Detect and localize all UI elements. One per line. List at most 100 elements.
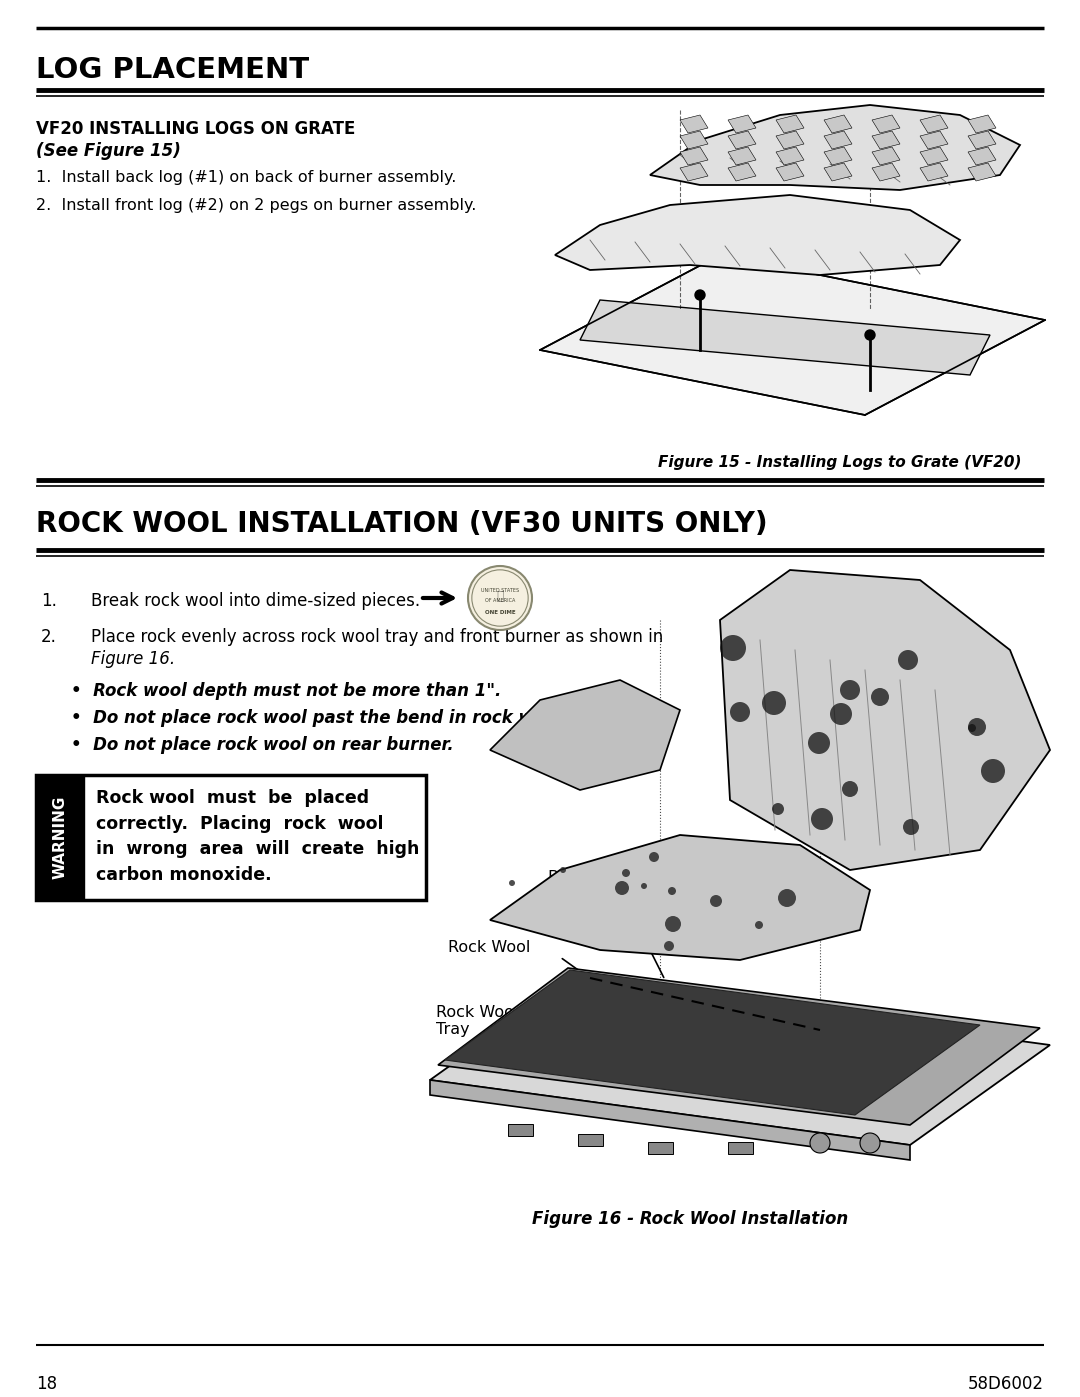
Text: Figure 16.: Figure 16.	[91, 650, 175, 668]
Text: VF20 INSTALLING LOGS ON GRATE: VF20 INSTALLING LOGS ON GRATE	[36, 120, 355, 138]
Text: 🦅: 🦅	[496, 591, 503, 604]
Text: Rock Wool: Rock Wool	[448, 940, 530, 956]
Polygon shape	[720, 570, 1050, 870]
Text: Place rock evenly across rock wool tray and front burner as shown in: Place rock evenly across rock wool tray …	[91, 629, 663, 645]
Polygon shape	[728, 131, 756, 149]
Text: 1.: 1.	[41, 592, 57, 610]
Polygon shape	[872, 131, 900, 149]
Polygon shape	[580, 300, 990, 374]
Polygon shape	[872, 115, 900, 133]
Bar	[578, 1134, 603, 1146]
Polygon shape	[680, 163, 708, 182]
Circle shape	[670, 890, 684, 904]
Circle shape	[583, 854, 589, 861]
Text: ROCK WOOL INSTALLATION (VF30 UNITS ONLY): ROCK WOOL INSTALLATION (VF30 UNITS ONLY)	[36, 510, 768, 538]
Text: Rock Wood
Tray: Rock Wood Tray	[436, 1004, 524, 1038]
Bar	[36, 775, 84, 900]
Text: OF AMERICA: OF AMERICA	[485, 598, 515, 602]
Text: Bend in Rock
Wool Tray: Bend in Rock Wool Tray	[548, 870, 652, 902]
Bar	[36, 775, 426, 900]
Polygon shape	[824, 115, 852, 133]
Text: Break rock wool into dime-sized pieces.: Break rock wool into dime-sized pieces.	[91, 592, 420, 610]
Polygon shape	[728, 147, 756, 165]
Circle shape	[968, 718, 986, 736]
Bar	[648, 1141, 673, 1154]
Text: (See Figure 15): (See Figure 15)	[36, 142, 180, 161]
Polygon shape	[540, 256, 1045, 415]
Polygon shape	[920, 115, 948, 133]
Circle shape	[870, 687, 889, 705]
Polygon shape	[445, 970, 980, 1115]
Text: Figure 16 - Rock Wool Installation: Figure 16 - Rock Wool Installation	[531, 1210, 848, 1228]
Polygon shape	[968, 131, 996, 149]
Circle shape	[622, 918, 627, 923]
Polygon shape	[555, 196, 960, 275]
Text: •  Rock wool depth must not be more than 1".: • Rock wool depth must not be more than …	[71, 682, 501, 700]
Polygon shape	[438, 968, 1040, 1125]
Text: •  Do not place rock wool on rear burner.: • Do not place rock wool on rear burner.	[71, 736, 454, 754]
Text: 1.  Install back log (#1) on back of burner assembly.: 1. Install back log (#1) on back of burn…	[36, 170, 457, 184]
Polygon shape	[430, 1080, 910, 1160]
Text: WARNING: WARNING	[53, 796, 67, 879]
Polygon shape	[490, 835, 870, 960]
Circle shape	[808, 732, 831, 754]
Circle shape	[796, 879, 812, 895]
Circle shape	[903, 819, 919, 835]
Polygon shape	[430, 981, 1050, 1146]
Polygon shape	[968, 163, 996, 182]
Polygon shape	[968, 115, 996, 133]
Circle shape	[811, 807, 833, 830]
Polygon shape	[920, 131, 948, 149]
Circle shape	[534, 861, 552, 879]
Polygon shape	[728, 115, 756, 133]
Polygon shape	[777, 163, 804, 182]
Circle shape	[679, 856, 685, 863]
Polygon shape	[728, 163, 756, 182]
Circle shape	[731, 930, 741, 942]
Text: Figure 15 - Installing Logs to Grate (VF20): Figure 15 - Installing Logs to Grate (VF…	[658, 455, 1022, 469]
Circle shape	[733, 935, 751, 953]
Circle shape	[468, 566, 532, 630]
Polygon shape	[650, 105, 1020, 190]
Circle shape	[730, 703, 750, 722]
Polygon shape	[968, 147, 996, 165]
Polygon shape	[777, 147, 804, 165]
Polygon shape	[824, 163, 852, 182]
Circle shape	[696, 291, 705, 300]
Text: •  Do not place rock wool past the bend in rock wool tray.: • Do not place rock wool past the bend i…	[71, 710, 611, 726]
Circle shape	[840, 680, 860, 700]
Polygon shape	[680, 131, 708, 149]
Polygon shape	[777, 131, 804, 149]
Polygon shape	[777, 115, 804, 133]
Polygon shape	[824, 147, 852, 165]
Polygon shape	[680, 115, 708, 133]
Text: 18: 18	[36, 1375, 57, 1393]
Text: LOG PLACEMENT: LOG PLACEMENT	[36, 56, 309, 84]
Circle shape	[968, 724, 976, 732]
Circle shape	[897, 650, 918, 671]
Circle shape	[772, 803, 784, 814]
Bar	[728, 1141, 753, 1154]
Circle shape	[810, 1133, 831, 1153]
Circle shape	[596, 926, 610, 940]
Text: 2.  Install front log (#2) on 2 pegs on burner assembly.: 2. Install front log (#2) on 2 pegs on b…	[36, 198, 476, 212]
Circle shape	[647, 935, 661, 949]
Polygon shape	[920, 147, 948, 165]
Text: 2.: 2.	[41, 629, 57, 645]
Circle shape	[600, 849, 616, 865]
Circle shape	[815, 849, 829, 863]
Bar	[508, 1125, 534, 1136]
Circle shape	[720, 636, 746, 661]
Circle shape	[842, 781, 858, 798]
Circle shape	[981, 759, 1005, 782]
Polygon shape	[824, 131, 852, 149]
Polygon shape	[680, 147, 708, 165]
Text: 58D6002: 58D6002	[968, 1375, 1044, 1393]
Circle shape	[831, 703, 852, 725]
Text: ONE DIME: ONE DIME	[485, 609, 515, 615]
Circle shape	[762, 692, 786, 715]
Text: UNITED STATES: UNITED STATES	[481, 588, 519, 592]
Text: Rock wool  must  be  placed
correctly.  Placing  rock  wool
in  wrong  area  wil: Rock wool must be placed correctly. Plac…	[96, 789, 419, 884]
Circle shape	[865, 330, 875, 339]
Polygon shape	[872, 147, 900, 165]
